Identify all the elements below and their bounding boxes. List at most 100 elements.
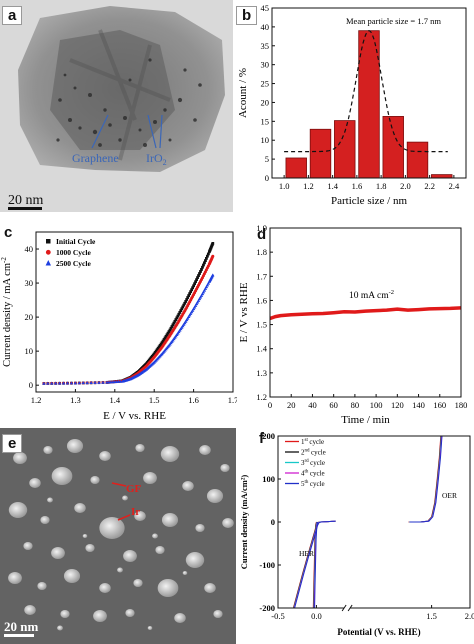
data-point — [186, 296, 190, 299]
legend-label: 2500 Cycle — [56, 259, 91, 268]
y-tick-label: 1.9 — [256, 223, 267, 233]
histogram-bar — [285, 157, 307, 179]
x-tick-label: 120 — [391, 400, 404, 410]
her-steep-curve — [314, 521, 319, 609]
mid-curve — [320, 520, 336, 523]
data-point — [211, 242, 215, 245]
data-point — [178, 311, 182, 314]
data-point — [186, 315, 191, 319]
x-tick-label: 1.4 — [327, 181, 338, 191]
x-tick-label: 80 — [351, 400, 360, 410]
legend-entry: 1000 Cycle — [45, 248, 91, 257]
nanoparticle-blob — [43, 446, 53, 454]
nanoparticle-blob — [199, 445, 211, 455]
y-tick-label: 1.7 — [256, 271, 267, 281]
legend-entry: 4th cycle — [285, 470, 325, 478]
nanoparticle-blob — [160, 446, 180, 462]
data-point — [175, 316, 179, 320]
data-point — [157, 345, 161, 349]
data-point — [153, 351, 157, 354]
x-tick-label: 1.5 — [426, 611, 437, 621]
legend-num: 3 — [301, 459, 305, 467]
data-point — [180, 307, 184, 311]
legend-label: 1000 Cycle — [56, 248, 91, 257]
histogram-bar — [382, 116, 404, 179]
x-tick-label: 1.0 — [279, 181, 290, 191]
data-point — [161, 339, 165, 343]
legend-label: 3rd cycle — [301, 459, 325, 467]
mean-size-annotation: Mean particle size = 1.7 nm — [346, 16, 441, 26]
x-tick-label: 20 — [287, 400, 296, 410]
data-point — [202, 288, 207, 292]
nanoparticle-blob — [206, 489, 224, 503]
data-point — [211, 254, 215, 258]
x-tick-label: 2.4 — [449, 181, 460, 191]
x-tick-label: 160 — [433, 400, 446, 410]
nanoparticle-blob — [90, 476, 100, 484]
data-point — [188, 292, 192, 296]
data-point — [201, 290, 206, 294]
data-point — [199, 270, 202, 273]
y-tick-label: -100 — [259, 560, 275, 570]
data-point — [199, 293, 204, 297]
scale-bar-e — [4, 634, 34, 637]
data-point — [172, 321, 176, 325]
y-tick-label: 30 — [261, 60, 270, 70]
y-tick-label: 25 — [261, 79, 270, 89]
x-tick-label: 1.2 — [31, 395, 42, 405]
data-point — [93, 380, 97, 384]
y-axis-label: Current density / mA cm-2 — [0, 257, 13, 367]
y-tick-label: 0 — [265, 173, 269, 183]
y-tick-label: 1.6 — [256, 295, 267, 305]
chart-b: 1.0 1.2 1.4 1.6 1.8 2.0 2.2 2.4 0 5 10 15 20 25 30 35 40… — [237, 3, 467, 207]
data-point — [163, 336, 167, 340]
data-point — [152, 352, 156, 356]
data-point — [195, 278, 198, 282]
y-tick-label: 1.2 — [256, 392, 267, 402]
data-point — [168, 328, 172, 332]
data-point — [176, 314, 180, 318]
y-tick-label: 0 — [271, 517, 275, 527]
data-point — [192, 305, 197, 309]
cycle-curve — [294, 435, 443, 609]
x-tick-label: 1.6 — [352, 181, 363, 191]
nanoparticle-blob — [85, 544, 95, 552]
panel-d-label: d — [257, 226, 267, 243]
ir-pointer — [117, 514, 131, 521]
nanoparticle-blob — [135, 444, 145, 452]
data-point — [184, 319, 188, 323]
plot-frame — [35, 231, 234, 393]
x-tick-label: 1.4 — [109, 395, 120, 405]
nanoparticle-blob — [122, 495, 128, 501]
y-axis-label: E / V vs RHE — [238, 282, 250, 342]
nanoparticle-blob — [147, 626, 153, 630]
data-point — [193, 303, 198, 307]
x-tick-label: 180 — [455, 400, 468, 410]
data-point — [61, 381, 66, 385]
legend-sup: th — [305, 480, 309, 485]
data-point — [73, 381, 78, 385]
nanoparticle-blob — [123, 550, 137, 562]
data-point — [57, 381, 62, 385]
data-point — [195, 300, 200, 304]
panel-f-label: f — [259, 430, 264, 447]
nanoparticle-blob — [99, 517, 125, 539]
gaussian-fit-curve — [284, 30, 448, 153]
nanoparticle-blob — [93, 610, 107, 622]
nanoparticle-blob — [99, 451, 111, 461]
data-point — [166, 331, 170, 335]
data-point — [189, 310, 194, 314]
nanoparticle-blob — [37, 582, 47, 590]
data-point — [197, 297, 202, 301]
nanoparticle-blob — [117, 567, 123, 573]
data-point — [194, 302, 199, 306]
panel-e-label: e — [2, 434, 23, 453]
legend-entry: 2500 Cycle — [45, 259, 91, 268]
axis-break-gap — [344, 605, 351, 611]
nanoparticle-blob — [13, 452, 27, 464]
histogram-bar — [309, 128, 332, 179]
data-point — [162, 338, 166, 341]
scale-bar-a-label: 20 nm — [8, 193, 44, 208]
legend-label: 1st cycle — [301, 438, 324, 446]
data-point — [197, 274, 200, 277]
